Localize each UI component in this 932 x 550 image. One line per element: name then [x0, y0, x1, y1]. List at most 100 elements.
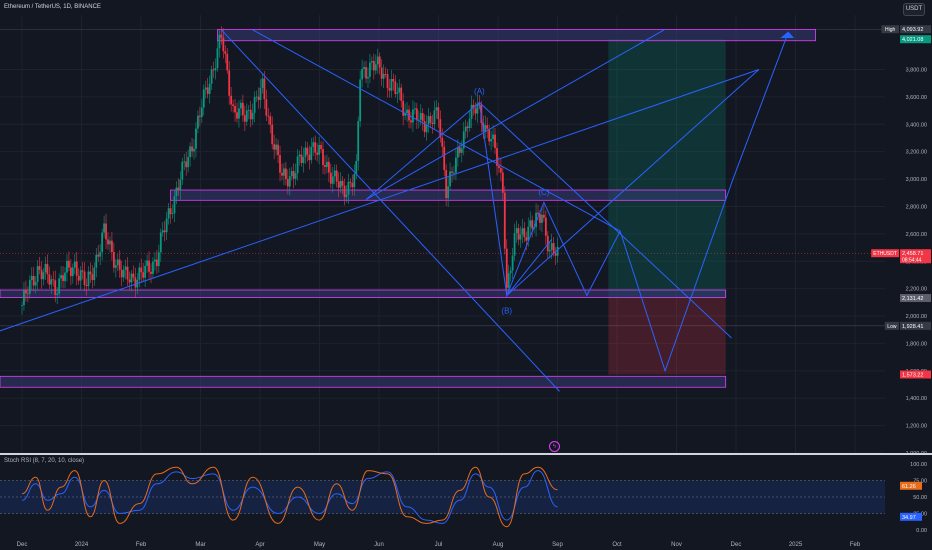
candle-body [64, 272, 66, 282]
candle-body [243, 115, 246, 122]
price-tick: 2,000.00 [906, 314, 927, 320]
candle-body [331, 176, 334, 184]
candle-body [247, 109, 250, 111]
candle-body [507, 273, 510, 288]
candle-body [304, 147, 307, 158]
symbol-title[interactable]: Ethereum / TetherUS, 1D, BINANCE [4, 4, 101, 10]
candle-body [222, 37, 225, 52]
candle-body [60, 275, 62, 279]
candle-body [380, 67, 383, 79]
price-badge [900, 35, 931, 44]
candle-body [93, 267, 96, 281]
price-tick: 1,400.00 [906, 396, 927, 402]
candle-body [216, 48, 219, 69]
pane-separator[interactable] [0, 453, 932, 455]
candle-body [419, 113, 422, 120]
candle-body [179, 179, 182, 191]
candle-body [75, 261, 78, 276]
candle-body [535, 212, 537, 228]
candle-body [23, 290, 25, 306]
time-tick: Nov [671, 542, 682, 548]
lightning-icon[interactable]: ϟ [549, 441, 560, 452]
indicator-title[interactable]: Stoch RSI (8, 7, 20, 10, close) [4, 458, 85, 464]
candle-body [103, 223, 105, 233]
candle-body [544, 217, 547, 236]
candle-body [128, 279, 131, 283]
candle-body [298, 154, 301, 157]
price-badge-value: 4,021.08 [902, 37, 923, 43]
price-chart[interactable]: (A) (B) (C) 3,800.00 3,600.00 3,400.00 3,200.… [0, 0, 932, 453]
candle-body [259, 87, 262, 101]
candle-body [484, 125, 487, 132]
price-badge-countdown: 08:54:44 [902, 258, 922, 264]
candle-body [410, 120, 412, 123]
time-tick: 2024 [75, 542, 89, 548]
candle-body [150, 271, 152, 274]
candle-body [494, 134, 496, 149]
candle-body [77, 275, 80, 281]
candle-body [251, 112, 254, 120]
candle-body [382, 73, 385, 79]
candle-body [326, 161, 328, 167]
resistance-zone-top [217, 28, 816, 42]
trend-line [365, 28, 666, 201]
candle-body [46, 263, 49, 275]
candle-body [423, 121, 426, 133]
trend-lines[interactable] [0, 28, 795, 392]
candle-body [456, 147, 459, 158]
drawing-zones[interactable] [0, 28, 816, 388]
support-zone [0, 289, 727, 298]
rsi-d-value: 34.97 [902, 515, 916, 521]
candle-body [255, 96, 258, 98]
candle-body [52, 279, 55, 281]
candle-body [83, 271, 86, 286]
candle-body [111, 240, 113, 252]
candle-body [370, 61, 373, 63]
candle-body [99, 252, 102, 257]
candle-body [159, 232, 162, 253]
candle-body [288, 176, 291, 187]
candle-body [400, 87, 403, 101]
candle-body [226, 53, 229, 71]
candle-body [220, 34, 223, 38]
rsi-k-badge [900, 481, 922, 490]
candle-body [511, 255, 514, 271]
price-badge-value: 2,458.71 [902, 251, 923, 257]
price-tick: 2,800.00 [906, 204, 927, 210]
candle-body [95, 254, 98, 268]
candle-body [374, 64, 377, 71]
currency-button[interactable]: USDT [903, 3, 925, 16]
price-tick: 1,200.00 [906, 424, 927, 430]
candle-body [68, 260, 70, 268]
price-badge-prefix [871, 249, 899, 258]
candle-body [44, 263, 47, 273]
candle-body [191, 146, 193, 152]
candle-body [490, 139, 493, 142]
candle-body [361, 68, 364, 80]
price-axis[interactable]: 3,800.00 3,600.00 3,400.00 3,200.00 3,000.00… [871, 25, 931, 453]
candle-body [447, 186, 450, 199]
candle-body [386, 74, 389, 89]
candle-body [112, 251, 115, 268]
candle-body [154, 259, 156, 262]
candle-body [56, 293, 59, 295]
candle-body [204, 87, 207, 90]
candle-body [458, 147, 461, 153]
candle-body [28, 280, 31, 294]
candle-body [138, 267, 141, 280]
candle-body [116, 259, 119, 266]
candle-body [437, 107, 440, 120]
candle-body [327, 161, 330, 173]
time-tick: Sep [552, 542, 563, 548]
candle-body [445, 170, 448, 199]
candle-body [503, 192, 506, 249]
candle-body [515, 228, 518, 234]
candle-body [531, 220, 534, 229]
time-axis[interactable]: Dec 2024 Feb Mar Apr May Jun Jul Aug Sep Oct Nov Dec… [0, 538, 932, 550]
candle-body [58, 278, 61, 294]
candle-body [32, 275, 35, 286]
candle-body [372, 61, 375, 71]
rsi-k-value: 61.26 [902, 484, 916, 490]
candle-body [105, 223, 107, 240]
